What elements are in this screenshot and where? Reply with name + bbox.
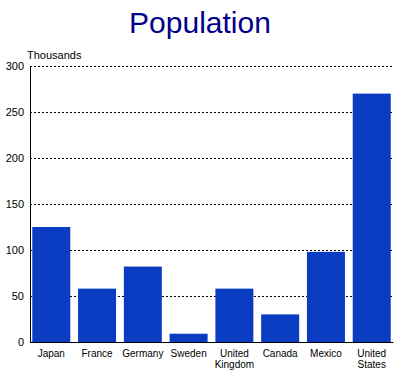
x-tick-label: Sweden — [171, 348, 207, 359]
x-tick-label: Japan — [38, 348, 65, 359]
plot: 0 50 100 150 200 250 300 Japan France Germany Swed… — [6, 60, 394, 370]
y-tick-label: 250 — [6, 106, 24, 118]
x-tick: France — [81, 342, 113, 359]
x-tick-label-line: States — [358, 359, 386, 370]
x-tick: Germany — [122, 342, 163, 359]
y-tick-label: 200 — [6, 152, 24, 164]
x-tick: Sweden — [171, 342, 207, 359]
y-tick: 150 — [6, 198, 30, 210]
y-tick: 250 — [6, 106, 30, 118]
grid-line — [30, 66, 393, 67]
y-tick: 200 — [6, 152, 30, 164]
x-tick-label-line: Kingdom — [215, 359, 254, 370]
x-tick: Mexico — [310, 342, 342, 359]
x-tick-label: UnitedKingdom — [215, 348, 254, 370]
x-tick: Canada — [263, 342, 298, 359]
x-axis: JapanFranceGermanySwedenUnitedKingdomCan… — [31, 342, 394, 370]
x-tick: UnitedStates — [357, 342, 386, 370]
bars — [32, 94, 390, 342]
chart: Population Thousands 0 50 100 150 200 250 300 Jap… — [0, 0, 400, 370]
x-tick: Japan — [38, 342, 65, 359]
x-tick-label: Germany — [122, 348, 163, 359]
x-tick-label: France — [81, 348, 113, 359]
x-tick-label: Mexico — [310, 348, 342, 359]
bar — [78, 289, 116, 342]
x-tick-label: UnitedStates — [357, 348, 386, 370]
y-axis-label: Thousands — [27, 49, 82, 61]
title: Population — [129, 6, 271, 39]
bar — [307, 252, 345, 342]
grid-line — [30, 204, 393, 205]
bar — [124, 267, 162, 342]
grid-line — [30, 158, 393, 159]
bar — [32, 227, 70, 342]
y-axis: 0 50 100 150 200 250 300 — [6, 60, 31, 348]
y-tick: 50 — [12, 290, 30, 302]
x-axis-line — [31, 342, 394, 343]
y-tick: 300 — [6, 60, 30, 72]
bar — [215, 289, 253, 342]
y-tick: 0 — [18, 336, 30, 348]
x-tick: UnitedKingdom — [215, 342, 254, 370]
y-tick: 100 — [6, 244, 30, 256]
y-tick-label: 0 — [18, 336, 24, 348]
y-axis-line — [30, 67, 31, 343]
grid — [30, 66, 393, 342]
bar — [261, 314, 299, 342]
grid-line — [30, 250, 393, 251]
bar — [170, 334, 208, 342]
y-tick-label: 100 — [6, 244, 24, 256]
grid-line — [30, 112, 393, 113]
x-tick-label: Canada — [263, 348, 298, 359]
x-tick-label-line: United — [220, 348, 249, 359]
y-tick-label: 300 — [6, 60, 24, 72]
y-tick-label: 150 — [6, 198, 24, 210]
bar — [353, 94, 391, 342]
x-tick-label-line: United — [357, 348, 386, 359]
y-tick-label: 50 — [12, 290, 24, 302]
